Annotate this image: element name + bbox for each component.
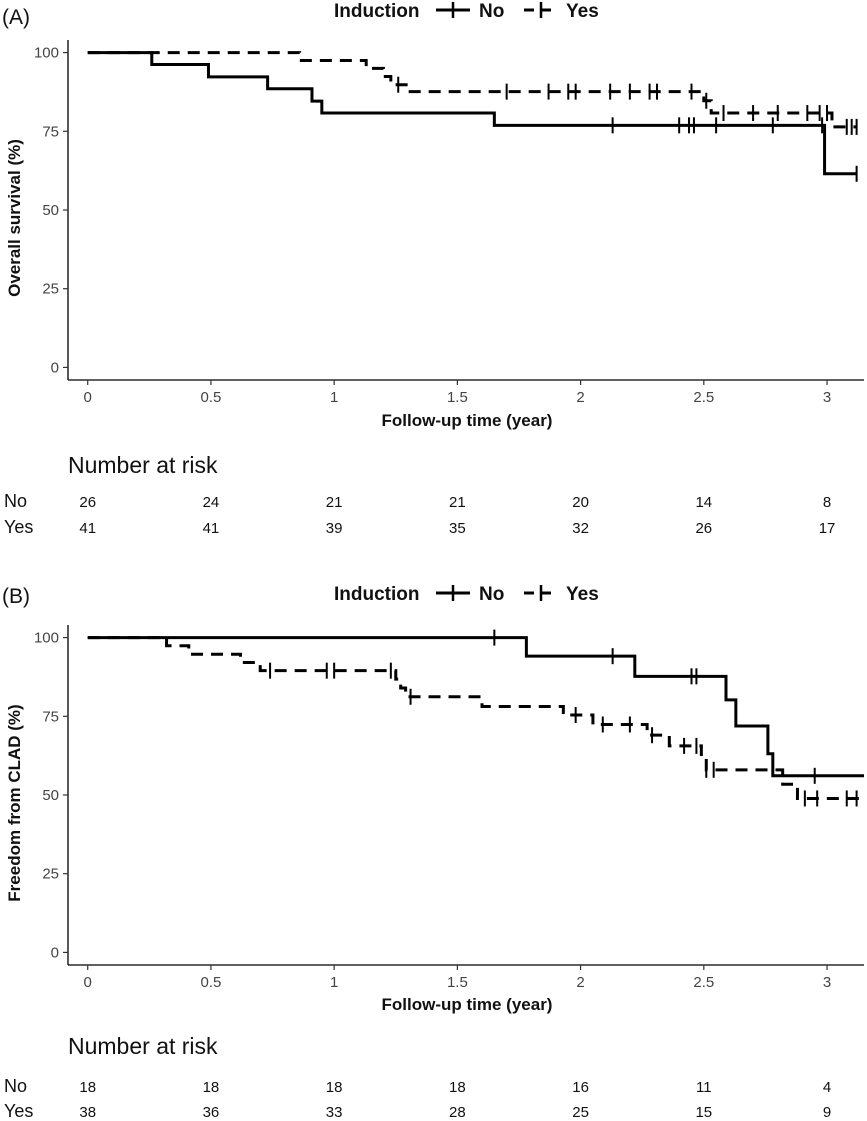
risk-cell-yes: 33 xyxy=(326,1104,343,1121)
y-axis-label: Freedom from CLAD (%) xyxy=(5,704,24,901)
y-tick-label: 100 xyxy=(34,45,59,62)
x-tick-label: 0.5 xyxy=(201,974,222,991)
risk-cell-yes: 17 xyxy=(819,520,836,537)
curves xyxy=(87,629,864,807)
curves xyxy=(87,51,858,182)
y-tick-label: 0 xyxy=(51,359,59,376)
risk-cell-no: 20 xyxy=(572,494,589,511)
risk-cell-yes: 36 xyxy=(203,1104,220,1121)
risk-cell-no: 21 xyxy=(326,494,343,511)
risk-cell-no: 18 xyxy=(326,1079,343,1096)
risk-cell-yes: 35 xyxy=(449,520,466,537)
risk-cell-no: 24 xyxy=(203,494,220,511)
risk-cell-yes: 41 xyxy=(203,520,220,537)
legend-title: Induction xyxy=(334,584,419,605)
y-tick-label: 25 xyxy=(42,866,59,883)
y-tick-label: 50 xyxy=(42,787,59,804)
risk-cell-yes: 26 xyxy=(695,520,712,537)
x-tick-label: 3 xyxy=(823,389,831,406)
km-line-yes xyxy=(87,636,864,800)
risk-cell-yes: 38 xyxy=(79,1104,96,1121)
risk-row-label-no: No xyxy=(4,491,27,511)
km-line-yes xyxy=(87,51,857,129)
legend-key-yes xyxy=(524,585,558,601)
panel-a: (A) Induction No Yes 0 25 50 75 100 0 0.5 1 1.5 2… xyxy=(2,1,864,537)
legend: Induction No Yes xyxy=(334,1,599,22)
risk-cell-no: 18 xyxy=(203,1079,220,1096)
x-tick-label: 3 xyxy=(823,974,831,991)
y-tick-label: 25 xyxy=(42,281,59,298)
risk-table: Number at risk No Yes 26 24 21 21 20 14 8 41 41 3… xyxy=(4,452,835,537)
risk-row-label-yes: Yes xyxy=(4,1101,33,1121)
y-tick-label: 75 xyxy=(42,708,59,725)
risk-cell-no: 4 xyxy=(823,1079,831,1096)
x-tick-label: 2 xyxy=(576,389,584,406)
risk-cell-no: 11 xyxy=(696,1079,712,1096)
risk-cells: 18 18 18 18 16 11 4 38 36 33 28 25 15 9 xyxy=(79,1079,831,1121)
x-tick-label: 1.5 xyxy=(447,974,468,991)
risk-cell-yes: 41 xyxy=(79,520,96,537)
x-axis-label: Follow-up time (year) xyxy=(382,995,553,1014)
x-tick-label: 0 xyxy=(84,974,92,991)
legend-title: Induction xyxy=(334,1,419,22)
km-line-no xyxy=(87,636,864,778)
panel-b: (B) Induction No Yes 0 25 50 75 100 0 0.5 1 1.5 2… xyxy=(2,584,864,1121)
y-tick-label: 100 xyxy=(34,630,59,647)
risk-cell-no: 18 xyxy=(449,1079,466,1096)
panel-label: (B) xyxy=(2,585,30,608)
risk-table-title: Number at risk xyxy=(68,452,218,478)
risk-cell-no: 18 xyxy=(79,1079,96,1096)
y-tick-label: 75 xyxy=(42,123,59,140)
x-axis-label: Follow-up time (year) xyxy=(382,411,553,430)
x-tick-label: 1 xyxy=(330,389,338,406)
risk-cell-no: 26 xyxy=(79,494,96,511)
legend-key-no xyxy=(436,585,470,601)
y-tick-label: 0 xyxy=(51,944,59,961)
risk-row-label-no: No xyxy=(4,1076,27,1096)
risk-cell-no: 14 xyxy=(695,494,712,511)
risk-cell-yes: 15 xyxy=(695,1104,712,1121)
x-tick-label: 2.5 xyxy=(693,974,714,991)
risk-cell-yes: 25 xyxy=(572,1104,589,1121)
risk-cell-yes: 9 xyxy=(823,1104,831,1121)
panel-label: (A) xyxy=(2,6,30,29)
x-tick-label: 1.5 xyxy=(447,389,468,406)
legend-entry-yes: Yes xyxy=(566,1,599,22)
y-axis-label: Overall survival (%) xyxy=(5,139,24,297)
risk-cell-no: 21 xyxy=(449,494,466,511)
axes: 0 25 50 75 100 0 0.5 1 1.5 2 2.5 3 xyxy=(34,40,864,406)
risk-cell-no: 8 xyxy=(823,494,831,511)
x-tick-label: 2 xyxy=(576,974,584,991)
legend-entry-no: No xyxy=(479,1,504,22)
risk-table-title: Number at risk xyxy=(68,1033,218,1059)
risk-cells: 26 24 21 21 20 14 8 41 41 39 35 32 26 17 xyxy=(79,494,835,537)
risk-table: Number at risk No Yes 18 18 18 18 16 11 4 38 36 3… xyxy=(4,1033,831,1121)
legend-entry-no: No xyxy=(479,584,504,605)
legend: Induction No Yes xyxy=(334,584,599,605)
x-tick-label: 2.5 xyxy=(693,389,714,406)
legend-key-yes xyxy=(524,2,558,18)
axes: 0 25 50 75 100 0 0.5 1 1.5 2 2.5 3 xyxy=(34,625,864,991)
risk-cell-yes: 39 xyxy=(326,520,343,537)
km-line-no xyxy=(87,51,857,176)
x-tick-label: 0 xyxy=(84,389,92,406)
legend-entry-yes: Yes xyxy=(566,584,599,605)
risk-row-label-yes: Yes xyxy=(4,517,33,537)
y-tick-label: 50 xyxy=(42,202,59,219)
legend-key-no xyxy=(436,2,470,18)
x-tick-label: 1 xyxy=(330,974,338,991)
risk-cell-yes: 32 xyxy=(572,520,589,537)
risk-cell-no: 16 xyxy=(572,1079,589,1096)
x-tick-label: 0.5 xyxy=(201,389,222,406)
risk-cell-yes: 28 xyxy=(449,1104,466,1121)
